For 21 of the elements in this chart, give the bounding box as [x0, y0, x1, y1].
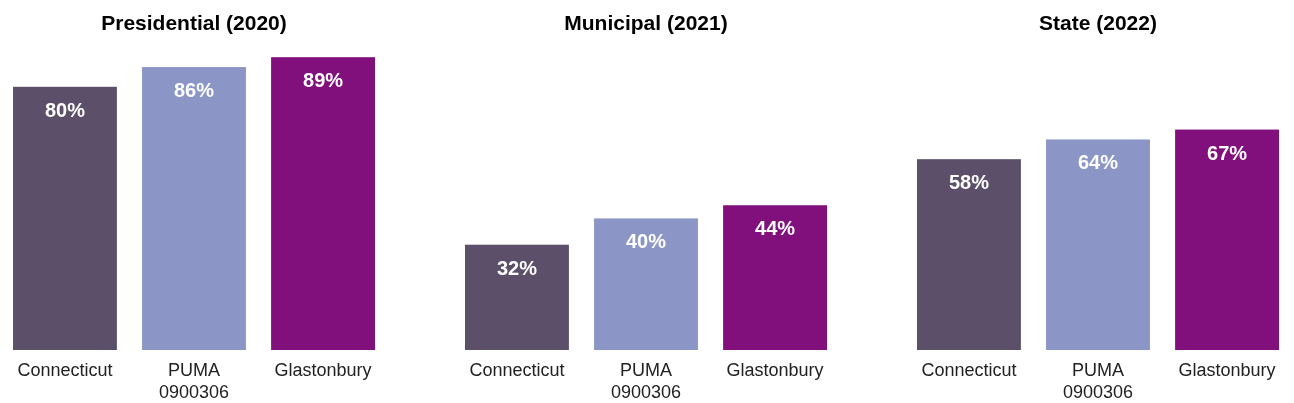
x-tick-label: Glastonbury	[274, 360, 372, 380]
x-tick-label: Connecticut	[921, 360, 1017, 380]
data-label: 67%	[1207, 141, 1248, 164]
x-tick-label: Glastonbury	[726, 360, 824, 380]
data-label: 80%	[44, 98, 86, 121]
x-tick-label: PUMA 0900306	[1062, 360, 1134, 402]
data-label: 89%	[303, 69, 344, 92]
chart-title: Presidential (2020)	[101, 11, 287, 34]
x-tick-label: PUMA 0900306	[158, 360, 230, 402]
x-tick-label: Connecticut	[17, 360, 113, 380]
data-label: 64%	[1077, 151, 1119, 174]
chart-title: Municipal (2021)	[564, 11, 728, 34]
data-label: 58%	[948, 171, 990, 194]
data-label: 44%	[755, 217, 796, 240]
x-tick-label: Glastonbury	[1178, 360, 1276, 380]
chart-title: State (2022)	[1039, 11, 1157, 34]
data-label: 40%	[625, 230, 667, 253]
x-tick-label: PUMA 0900306	[610, 360, 682, 402]
x-tick-label: Connecticut	[469, 360, 565, 380]
data-label: 86%	[173, 79, 215, 102]
data-label: 32%	[496, 256, 538, 279]
